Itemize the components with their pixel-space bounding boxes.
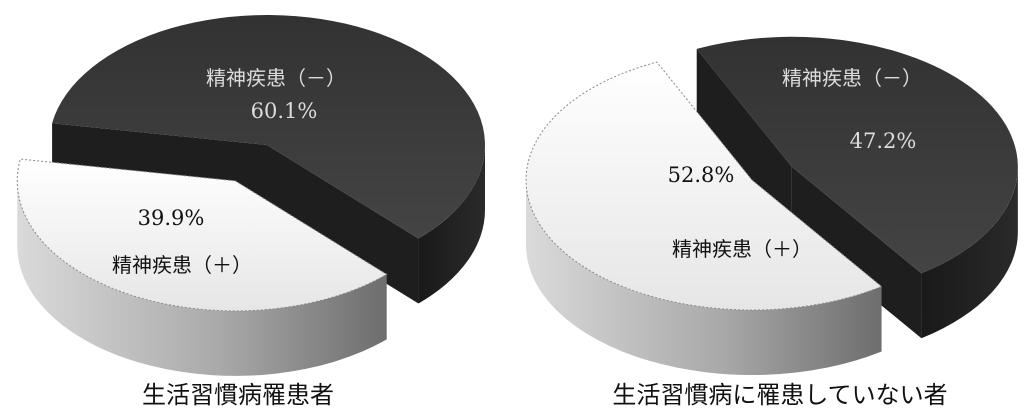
mental-illness-negative-top [696, 36, 1018, 274]
chart-caption: 生活習慣病罹患者 [142, 381, 334, 409]
mental-illness-negative-cut-face [267, 145, 419, 304]
mental-illness-positive-top [525, 61, 883, 311]
mental-illness-positive-top [16, 158, 388, 312]
chart-caption: 生活習慣病に罹患していない者 [612, 381, 947, 409]
slice-percent-label-mental-illness-positive: 52.8% [668, 163, 735, 187]
mental-illness-negative-top [52, 14, 486, 239]
slice-label-mental-illness-positive: 精神疾患（＋） [112, 253, 252, 277]
slice-percent-label-mental-illness-negative: 60.1% [251, 99, 318, 123]
mental-illness-negative-cut-face [791, 166, 922, 339]
mental-illness-negative-side-wall [921, 166, 1018, 339]
mental-illness-negative-side-wall [418, 145, 485, 304]
pie-chart-lifestyle-disease-patients: 精神疾患（－） 60.1% 39.9% 精神疾患（＋） 生活習慣病罹患者 [16, 14, 486, 409]
slice-percent-label-mental-illness-positive: 39.9% [138, 206, 205, 230]
mental-illness-negative-cut-face [696, 48, 792, 232]
pie-chart-non-patients: 精神疾患（－） 47.2% 52.8% 精神疾患（＋） 生活習慣病に罹患していな… [525, 36, 1018, 409]
mental-illness-positive-side-wall [17, 180, 387, 376]
pie-slices [16, 14, 486, 376]
slice-label-mental-illness-positive: 精神疾患（＋） [672, 237, 812, 261]
mental-illness-positive-side-wall [525, 180, 882, 376]
slice-label-mental-illness-negative: 精神疾患（－） [782, 66, 922, 90]
pie-slices [525, 36, 1018, 376]
slice-label-mental-illness-negative: 精神疾患（－） [206, 66, 346, 90]
slice-percent-label-mental-illness-negative: 47.2% [850, 129, 917, 153]
